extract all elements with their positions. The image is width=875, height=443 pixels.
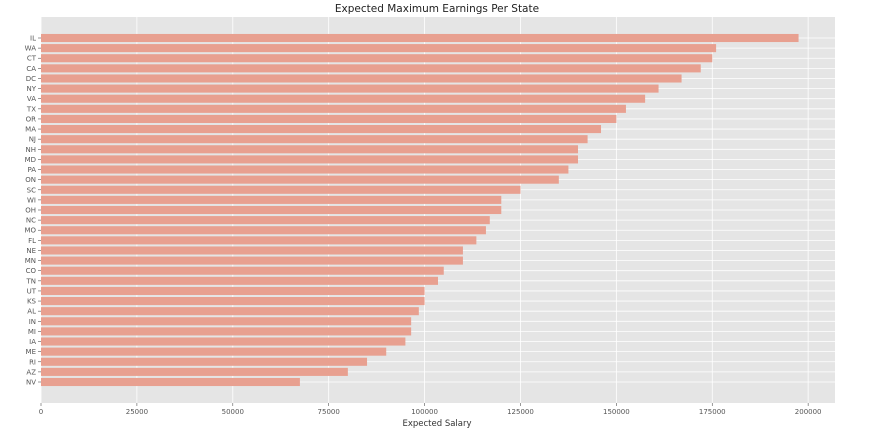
bar-va [41, 94, 646, 103]
bar-co [41, 266, 444, 275]
y-tick-label: NJ [29, 136, 36, 144]
y-tick-label: IA [29, 338, 36, 346]
y-tick-label: DC [26, 75, 36, 83]
y-tick-label: CT [27, 55, 37, 63]
bar-mo [41, 226, 486, 235]
y-tick-label: MD [25, 156, 36, 164]
y-tick-label: AZ [26, 368, 36, 376]
y-tick-label: NH [26, 146, 37, 154]
bar-ca [41, 64, 701, 73]
y-tick-label: ON [25, 176, 36, 184]
y-tick-labels: IL WA CT CA DC NY VA TX OR MA NJ NH MD PA ON SC WI OH NC MO… [24, 35, 41, 387]
y-tick-label: TN [25, 277, 36, 285]
bar-az [41, 367, 348, 376]
y-tick-label: ME [26, 348, 36, 356]
bar-wi [41, 195, 502, 204]
bar-ia [41, 337, 406, 346]
bar-ks [41, 297, 425, 306]
y-tick-label: FL [28, 237, 36, 245]
y-tick-label: AL [27, 308, 36, 316]
bar-or [41, 114, 617, 123]
bar-nv [41, 377, 300, 387]
x-axis-label: Expected Salary [402, 419, 471, 429]
y-tick-label: NE [26, 247, 36, 255]
bar-sc [41, 185, 521, 194]
bar-ct [41, 54, 713, 63]
bar-mi [41, 327, 412, 336]
y-tick-label: WA [25, 45, 37, 53]
x-tick-label: 0 [39, 408, 43, 416]
y-tick-label: MO [24, 227, 36, 235]
y-tick-label: UT [27, 287, 37, 295]
y-tick-label: MA [25, 126, 36, 134]
bar-in [41, 317, 412, 326]
bar-ma [41, 125, 602, 134]
y-tick-label: NV [26, 379, 36, 387]
bar-nh [41, 145, 579, 154]
y-tick-label: IN [29, 318, 36, 326]
y-tick-label: NC [26, 217, 36, 225]
y-tick-label: CO [26, 267, 37, 275]
y-tick-label: MI [28, 328, 36, 336]
y-tick-label: PA [27, 166, 36, 174]
y-tick-label: KS [27, 298, 37, 306]
bar-fl [41, 236, 477, 245]
x-tick-label: 75000 [318, 408, 340, 416]
y-tick-label: VA [27, 95, 36, 103]
x-tick-label: 175000 [699, 408, 726, 416]
bar-md [41, 155, 579, 164]
x-tick-label: 150000 [603, 408, 630, 416]
bars [41, 33, 799, 387]
y-tick-label: RI [29, 358, 36, 366]
x-tick-label: 50000 [222, 408, 244, 416]
bar-tn [41, 276, 438, 285]
bar-dc [41, 74, 682, 83]
y-tick-label: WI [27, 196, 36, 204]
bar-oh [41, 205, 502, 215]
bar-me [41, 347, 387, 356]
y-tick-label: CA [26, 65, 36, 73]
x-tick-label: 125000 [507, 408, 534, 416]
y-tick-label: MN [25, 257, 36, 265]
bar-nj [41, 135, 588, 144]
bar-ri [41, 357, 368, 366]
bar-il [41, 33, 799, 43]
bar-on [41, 175, 559, 184]
bar-al [41, 307, 419, 316]
y-tick-label: OH [25, 207, 36, 215]
y-tick-label: SC [27, 186, 36, 194]
bar-tx [41, 104, 626, 113]
bar-ny [41, 84, 659, 93]
x-tick-label: 200000 [795, 408, 822, 416]
y-tick-label: TX [26, 105, 36, 113]
chart-title: Expected Maximum Earnings Per State [335, 3, 539, 15]
x-tick-label: 100000 [411, 408, 438, 416]
bar-ut [41, 286, 425, 295]
bar-wa [41, 44, 717, 53]
y-tick-label: IL [30, 35, 36, 43]
y-tick-label: NY [26, 85, 36, 93]
x-tick-label: 25000 [126, 408, 148, 416]
y-tick-label: OR [26, 115, 37, 123]
x-tick-labels: 0 25000 50000 75000 100000 125000 150000 175000… [39, 403, 822, 416]
bar-ne [41, 246, 463, 255]
bar-mn [41, 256, 463, 265]
bar-pa [41, 165, 569, 174]
bar-nc [41, 216, 490, 225]
